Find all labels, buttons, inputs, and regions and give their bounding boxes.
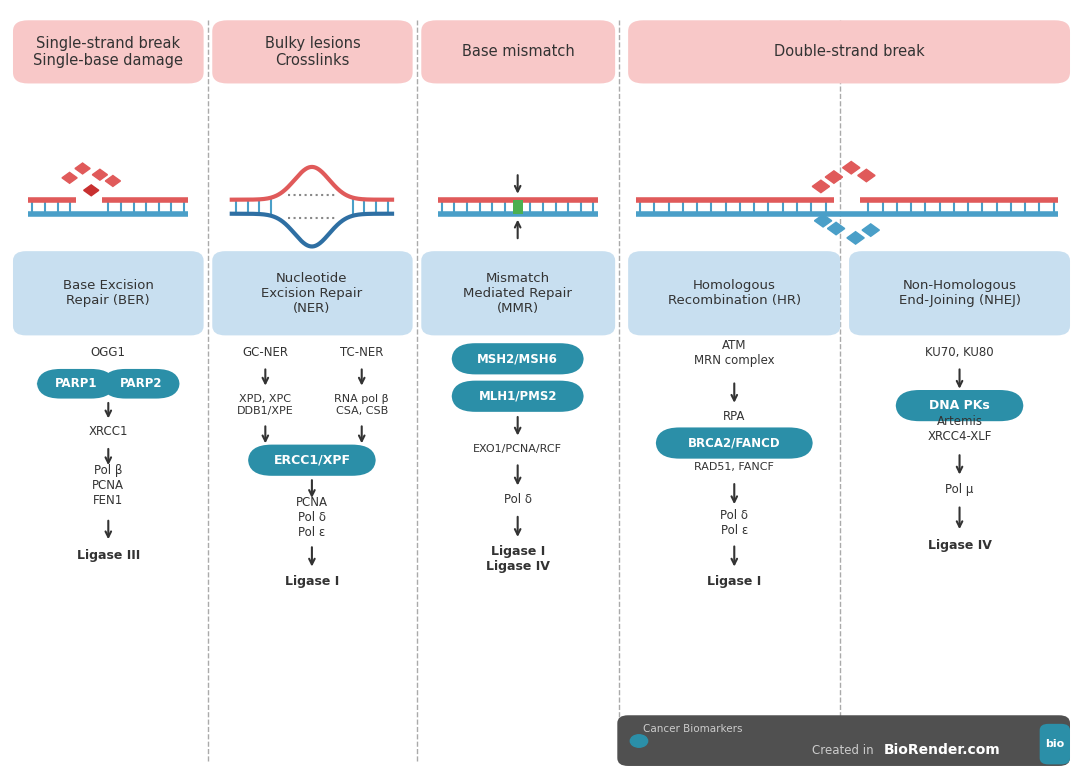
FancyBboxPatch shape xyxy=(452,381,584,412)
Text: Created in: Created in xyxy=(812,744,877,757)
Text: XRCC1: XRCC1 xyxy=(89,425,128,438)
Text: Nucleotide
Excision Repair
(NER): Nucleotide Excision Repair (NER) xyxy=(261,271,363,315)
FancyBboxPatch shape xyxy=(421,251,615,335)
Polygon shape xyxy=(847,232,864,244)
Polygon shape xyxy=(105,176,120,186)
Text: PARP1: PARP1 xyxy=(54,378,97,390)
Text: bio: bio xyxy=(1045,739,1065,749)
FancyBboxPatch shape xyxy=(421,20,615,83)
Text: Ligase I
Ligase IV: Ligase I Ligase IV xyxy=(486,545,549,573)
Text: Artemis
XRCC4-XLF: Artemis XRCC4-XLF xyxy=(927,415,992,443)
Polygon shape xyxy=(858,169,875,182)
FancyBboxPatch shape xyxy=(1040,724,1070,764)
FancyBboxPatch shape xyxy=(628,251,840,335)
Text: RPA: RPA xyxy=(723,410,745,423)
FancyBboxPatch shape xyxy=(13,20,204,83)
Text: PARP2: PARP2 xyxy=(119,378,162,390)
FancyBboxPatch shape xyxy=(212,20,413,83)
Text: Ligase IV: Ligase IV xyxy=(928,540,991,552)
FancyBboxPatch shape xyxy=(102,369,180,399)
Text: PCNA
Pol δ
Pol ε: PCNA Pol δ Pol ε xyxy=(296,496,328,540)
FancyBboxPatch shape xyxy=(656,427,812,459)
Text: DNA PKs: DNA PKs xyxy=(929,399,990,412)
Text: Mismatch
Mediated Repair
(MMR): Mismatch Mediated Repair (MMR) xyxy=(464,271,572,315)
Polygon shape xyxy=(83,185,99,196)
Text: MSH2/MSH6: MSH2/MSH6 xyxy=(478,353,558,365)
Text: ATM
MRN complex: ATM MRN complex xyxy=(694,339,774,367)
Polygon shape xyxy=(814,215,832,227)
Text: Ligase III: Ligase III xyxy=(77,549,140,562)
Text: Homologous
Recombination (HR): Homologous Recombination (HR) xyxy=(668,279,800,307)
Text: Pol δ: Pol δ xyxy=(504,493,532,505)
Text: KU70, KU80: KU70, KU80 xyxy=(925,346,994,359)
FancyBboxPatch shape xyxy=(628,20,1070,83)
Polygon shape xyxy=(827,222,845,235)
FancyBboxPatch shape xyxy=(37,369,115,399)
FancyBboxPatch shape xyxy=(849,251,1070,335)
FancyBboxPatch shape xyxy=(896,390,1023,421)
Text: OGG1: OGG1 xyxy=(91,346,126,359)
Text: BRCA2/FANCD: BRCA2/FANCD xyxy=(688,437,781,449)
Circle shape xyxy=(630,735,648,747)
Polygon shape xyxy=(862,224,879,236)
Text: RAD51, FANCF: RAD51, FANCF xyxy=(694,463,774,472)
Text: GC-NER: GC-NER xyxy=(243,346,288,359)
Text: Base mismatch: Base mismatch xyxy=(461,44,575,59)
FancyBboxPatch shape xyxy=(512,200,522,214)
Polygon shape xyxy=(825,171,843,183)
Polygon shape xyxy=(92,169,107,180)
Text: BioRender.com: BioRender.com xyxy=(884,743,1001,757)
Text: Base Excision
Repair (BER): Base Excision Repair (BER) xyxy=(63,279,154,307)
Text: Pol δ
Pol ε: Pol δ Pol ε xyxy=(720,509,748,537)
FancyBboxPatch shape xyxy=(212,251,413,335)
FancyBboxPatch shape xyxy=(13,251,204,335)
Polygon shape xyxy=(62,172,77,183)
Text: Non-Homologous
End-Joining (NHEJ): Non-Homologous End-Joining (NHEJ) xyxy=(899,279,1020,307)
Polygon shape xyxy=(843,161,860,174)
Text: Bulky lesions
Crosslinks: Bulky lesions Crosslinks xyxy=(264,36,361,68)
FancyBboxPatch shape xyxy=(248,445,376,476)
Text: Pol μ: Pol μ xyxy=(945,484,974,496)
Polygon shape xyxy=(812,180,830,193)
FancyBboxPatch shape xyxy=(452,343,584,374)
Text: EXO1/PCNA/RCF: EXO1/PCNA/RCF xyxy=(473,445,562,454)
Polygon shape xyxy=(75,163,90,174)
FancyBboxPatch shape xyxy=(617,715,1070,766)
Text: Double-strand break: Double-strand break xyxy=(773,44,925,59)
Text: RNA pol β
CSA, CSB: RNA pol β CSA, CSB xyxy=(335,394,389,416)
Text: MLH1/PMS2: MLH1/PMS2 xyxy=(479,390,557,402)
Text: TC-NER: TC-NER xyxy=(340,346,383,359)
Text: Pol β
PCNA
FEN1: Pol β PCNA FEN1 xyxy=(92,464,125,508)
Text: ERCC1/XPF: ERCC1/XPF xyxy=(273,454,351,466)
Text: XPD, XPC
DDB1/XPE: XPD, XPC DDB1/XPE xyxy=(237,394,293,416)
Text: Ligase I: Ligase I xyxy=(285,576,339,588)
Text: Cancer Biomarkers: Cancer Biomarkers xyxy=(643,725,743,734)
Text: Ligase I: Ligase I xyxy=(707,576,761,588)
Text: Single-strand break
Single-base damage: Single-strand break Single-base damage xyxy=(34,36,183,68)
